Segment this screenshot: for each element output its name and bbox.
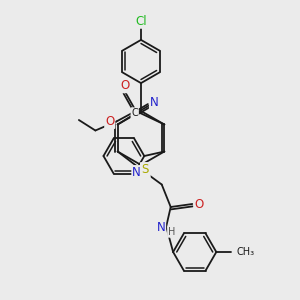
Text: N: N [156,221,165,235]
Text: N: N [150,96,159,109]
Text: CH₃: CH₃ [237,247,255,257]
Text: O: O [194,197,203,211]
Text: NH: NH [132,166,150,179]
Text: H: H [168,227,175,237]
Text: C: C [131,108,138,118]
Text: O: O [120,79,129,92]
Text: O: O [105,115,114,128]
Text: Cl: Cl [135,15,147,28]
Text: S: S [141,163,148,176]
